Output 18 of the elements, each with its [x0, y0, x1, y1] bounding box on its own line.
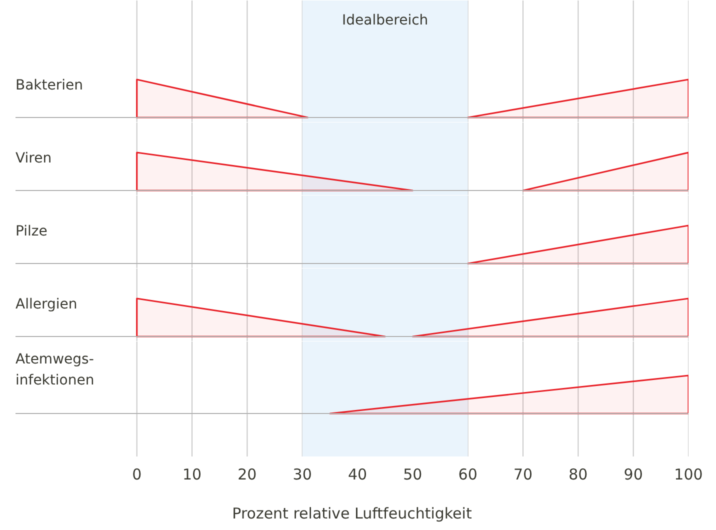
x-tick-label: 10: [182, 466, 202, 484]
chart-title: Bakterien: [16, 78, 84, 94]
x-tick-label: 0: [132, 466, 142, 484]
x-tick-label: 100: [674, 466, 703, 484]
chart-title: Atemwegs- infektionen: [16, 352, 94, 388]
x-tick-label: 30: [292, 466, 312, 484]
x-axis-title: Prozent relative Luftfeuchtigkeit: [232, 504, 472, 522]
x-tick-label: 80: [568, 466, 588, 484]
x-tick-label: 60: [458, 466, 478, 484]
chart-title: Allergien: [16, 296, 78, 312]
band-label: Idealbereich: [342, 12, 428, 28]
x-tick-label: 50: [403, 466, 422, 484]
x-tick-label: 40: [348, 466, 368, 484]
chart-title: Viren: [16, 150, 52, 166]
chart-title: Pilze: [16, 224, 48, 240]
x-tick-label: 20: [238, 466, 257, 484]
x-tick-label: 70: [513, 466, 533, 484]
x-tick-label: 90: [624, 466, 643, 484]
